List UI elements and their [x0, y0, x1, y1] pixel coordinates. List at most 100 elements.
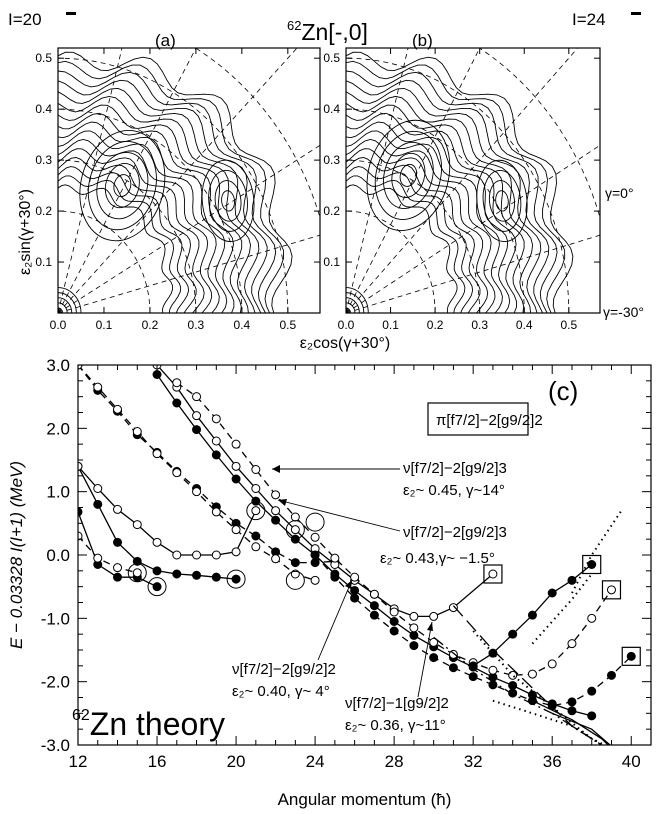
data-point — [271, 554, 281, 564]
chart-frame — [77, 364, 652, 746]
contour-ring — [58, 60, 285, 313]
panel-c-label: (c) — [548, 376, 578, 406]
data-point — [547, 588, 557, 598]
x-tick-label: 0.5 — [279, 318, 296, 332]
data-point — [211, 450, 221, 460]
data-point — [409, 623, 419, 633]
contour-x-axis-label: ε₂cos(γ+30°) — [300, 335, 390, 352]
data-point — [448, 603, 458, 613]
trend-line — [532, 700, 610, 745]
data-point — [271, 506, 281, 516]
x-tick-label: 12 — [69, 752, 88, 771]
contour-ring — [58, 112, 235, 313]
data-point — [78, 507, 83, 517]
parity-bar-b — [631, 12, 641, 15]
x-tick-label: 0.2 — [427, 318, 444, 332]
grid-arc — [58, 210, 151, 313]
x-tick-label: 0.2 — [142, 318, 159, 332]
trend-line — [433, 636, 593, 740]
data-point — [231, 574, 241, 584]
y-tick-label: 0.2 — [35, 204, 52, 218]
data-point — [172, 569, 182, 579]
data-point — [192, 425, 202, 435]
grid-ray — [58, 144, 320, 313]
annotation-4: ν[f7/2]−1[g9/2]2 ε₂~ 0.36, γ~11° — [345, 621, 449, 734]
x-tick-label: 0.1 — [96, 318, 113, 332]
data-point — [152, 582, 162, 592]
data-point — [587, 613, 597, 623]
contour-frame — [57, 47, 321, 314]
contour-ring — [346, 121, 511, 313]
figure-title: 62Zn[-,0] — [287, 18, 368, 45]
circled-point — [285, 520, 305, 540]
grid-ray — [346, 234, 600, 313]
data-point — [606, 585, 616, 595]
data-point — [271, 490, 281, 500]
y-tick-label: 0.4 — [35, 102, 52, 116]
y-tick-label: 0.5 — [323, 51, 340, 65]
data-point — [231, 474, 241, 484]
data-point — [310, 558, 320, 568]
data-point — [290, 558, 300, 568]
x-tick-label: 16 — [148, 752, 167, 771]
data-point — [310, 550, 320, 560]
contour-ring — [346, 51, 574, 313]
contour-ring — [58, 157, 197, 313]
data-point — [113, 572, 123, 582]
gamma-m30-label: γ=-30° — [603, 304, 644, 320]
contour-ring — [58, 139, 213, 313]
boxed-point — [601, 580, 622, 600]
contour-loop — [391, 152, 426, 198]
y-tick-label: 0.3 — [323, 153, 340, 167]
data-point — [211, 436, 221, 446]
data-point — [251, 531, 261, 541]
x-tick-label: 0.3 — [188, 318, 205, 332]
annotation-3: ν[f7/2]−2[g9/2]2 ε₂~ 0.40, γ~ 4° — [232, 579, 353, 700]
legend-box-text: π[f7/2]−2[g9/2]2 — [436, 412, 543, 429]
data-point — [369, 601, 379, 611]
data-point — [567, 706, 577, 716]
data-point — [330, 553, 340, 563]
data-point — [389, 617, 399, 626]
data-point — [567, 639, 577, 649]
data-point — [389, 607, 399, 617]
x-tick-label: 20 — [227, 752, 246, 771]
contour-ring — [58, 79, 268, 313]
x-axis-label: Angular momentum (ħ) — [278, 790, 452, 809]
theory-label: 62Zn theory — [72, 706, 225, 742]
boxed-point — [582, 554, 602, 575]
circled-point — [147, 577, 167, 597]
contour-ring — [58, 104, 243, 313]
data-point — [468, 672, 478, 682]
x-tick-label: 40 — [622, 752, 641, 771]
data-point — [211, 572, 221, 582]
contour-ring — [346, 60, 566, 313]
x-tick-label: 32 — [464, 752, 483, 771]
data-point — [567, 697, 577, 707]
data-point — [508, 629, 518, 639]
contour-loop — [79, 129, 166, 242]
contour-loop — [87, 140, 157, 231]
x-tick-label: 0.0 — [50, 318, 67, 332]
x-tick-label: 0.5 — [560, 318, 577, 332]
annotation-2-line2: ε₂~ 0.43,γ~ −1.5° — [380, 550, 495, 567]
annotation-3-line2: ε₂~ 0.40, γ~ 4° — [232, 683, 330, 700]
contour-ring — [346, 175, 466, 313]
data-point — [547, 659, 557, 669]
contour-loop — [374, 130, 442, 220]
data-point — [78, 365, 83, 370]
data-point — [290, 525, 300, 535]
series-line — [78, 465, 237, 580]
annotation-1-line2: ε₂~ 0.45, γ~14° — [403, 482, 505, 499]
contour-loop — [383, 141, 434, 209]
contour-corner — [58, 297, 73, 313]
data-point — [192, 392, 202, 402]
data-point — [251, 484, 261, 493]
grid-ray — [346, 144, 600, 313]
contour-ring — [58, 121, 228, 313]
data-point — [152, 537, 162, 547]
circled-point — [226, 569, 246, 589]
data-point — [409, 641, 419, 651]
contour-ring — [346, 139, 496, 313]
